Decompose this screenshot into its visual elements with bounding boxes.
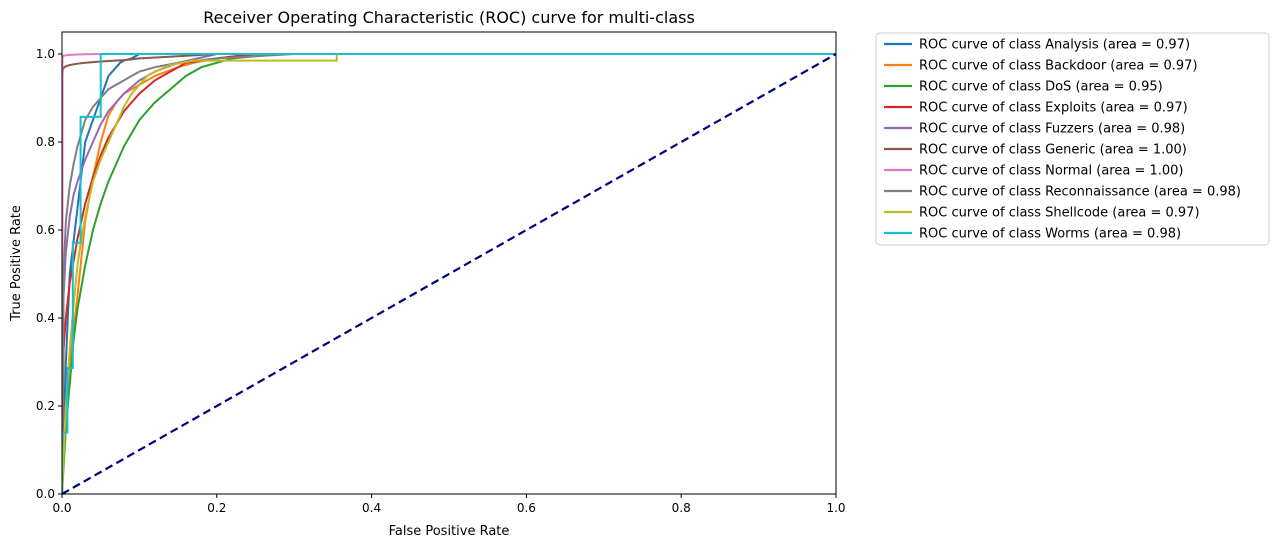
x-tick-label: 0.6 [517, 501, 536, 515]
reference-line [61, 53, 837, 495]
legend-entry: ROC curve of class Backdoor (area = 0.97… [919, 59, 1198, 74]
legend-entry: ROC curve of class Analysis (area = 0.97… [919, 38, 1190, 53]
x-tick-label: 0.0 [52, 501, 71, 515]
roc-curves [62, 53, 836, 494]
plot-area [62, 32, 836, 494]
legend-entry: ROC curve of class Normal (area = 1.00) [919, 164, 1184, 179]
diagonal-reference-line [61, 53, 837, 495]
legend-entry: ROC curve of class Shellcode (area = 0.9… [919, 206, 1200, 221]
legend-box [875, 32, 1270, 246]
y-axis-ticks: 0.0 0.2 0.4 0.6 0.8 1.0 [36, 47, 62, 501]
plot-frame [61, 31, 837, 495]
x-axis-label: False Positive Rate [389, 524, 510, 539]
legend-entry: ROC curve of class DoS (area = 0.95) [919, 80, 1163, 95]
legend-entry: ROC curve of class Reconnaissance (area … [919, 185, 1241, 200]
legend: ROC curve of class Analysis (area = 0.97… [875, 32, 1270, 246]
x-tick-label: 1.0 [826, 501, 845, 515]
x-tick-label: 0.4 [362, 501, 381, 515]
x-tick-label: 0.2 [207, 501, 226, 515]
chart-title: Receiver Operating Characteristic (ROC) … [203, 8, 695, 27]
roc-curve-6 [62, 53, 836, 494]
x-axis-ticks: 0.0 0.2 0.4 0.6 0.8 1.0 [52, 494, 846, 515]
y-tick-label: 0.0 [36, 487, 55, 501]
legend-entry: ROC curve of class Generic (area = 1.00) [919, 143, 1187, 158]
y-tick-label: 0.2 [36, 399, 55, 413]
legend-entry: ROC curve of class Fuzzers (area = 0.98) [919, 122, 1185, 137]
x-tick-label: 0.8 [672, 501, 691, 515]
y-tick-label: 1.0 [36, 47, 55, 61]
legend-entry: ROC curve of class Exploits (area = 0.97… [919, 101, 1188, 116]
y-axis-label: True Positive Rate [9, 205, 24, 322]
y-tick-label: 0.8 [36, 135, 55, 149]
y-tick-label: 0.4 [36, 311, 55, 325]
y-tick-label: 0.6 [36, 223, 55, 237]
legend-entry: ROC curve of class Worms (area = 0.98) [919, 227, 1181, 242]
roc-curve-8 [62, 53, 836, 494]
roc-curve-9 [62, 53, 836, 494]
roc-curve-7 [62, 53, 836, 494]
